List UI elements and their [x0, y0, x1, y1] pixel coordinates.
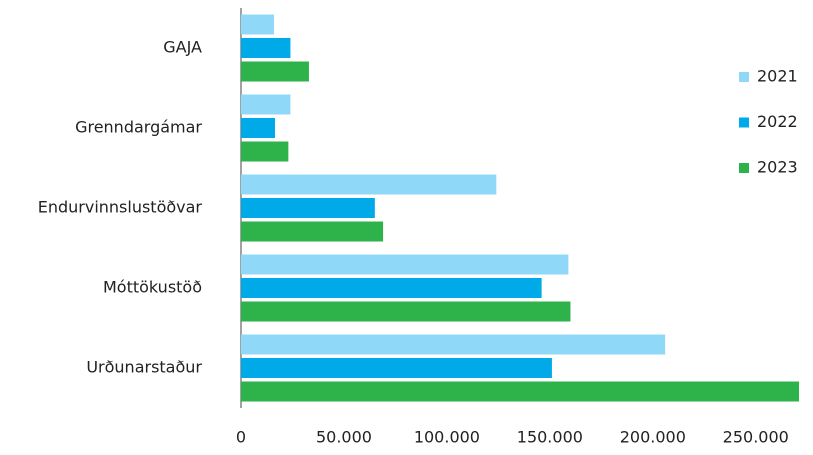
bar — [241, 254, 569, 275]
legend-swatch — [739, 117, 749, 128]
bar — [241, 61, 309, 82]
bar — [241, 118, 275, 138]
bar — [241, 38, 291, 58]
bar — [241, 141, 289, 162]
bar — [241, 94, 291, 115]
bar — [241, 381, 799, 402]
x-tick-label: 50.000 — [316, 428, 372, 447]
x-tick-label: 200.000 — [620, 428, 686, 447]
x-tick-label: 150.000 — [517, 428, 583, 447]
bar — [241, 14, 274, 35]
y-tick-label: Móttökustöð — [103, 278, 202, 297]
legend-swatch — [739, 72, 749, 82]
bar — [241, 278, 542, 298]
x-tick-label: 100.000 — [414, 428, 480, 447]
bar — [241, 334, 666, 355]
legend-label: 2022 — [757, 112, 798, 131]
x-tick-label: 250.000 — [723, 428, 789, 447]
y-tick-label: Urðunarstaður — [86, 358, 202, 377]
y-tick-label: Grenndargámar — [75, 118, 202, 137]
bar — [241, 174, 497, 195]
legend-label: 2023 — [757, 158, 798, 177]
bar — [241, 358, 552, 378]
legend-label: 2021 — [757, 67, 798, 86]
y-tick-label: Endurvinnslustöðvar — [38, 198, 203, 217]
bar — [241, 221, 384, 242]
x-tick-label: 0 — [236, 428, 246, 447]
bar — [241, 198, 375, 218]
legend-swatch — [739, 163, 749, 173]
y-tick-label: GAJA — [163, 38, 202, 57]
bar — [241, 301, 571, 322]
